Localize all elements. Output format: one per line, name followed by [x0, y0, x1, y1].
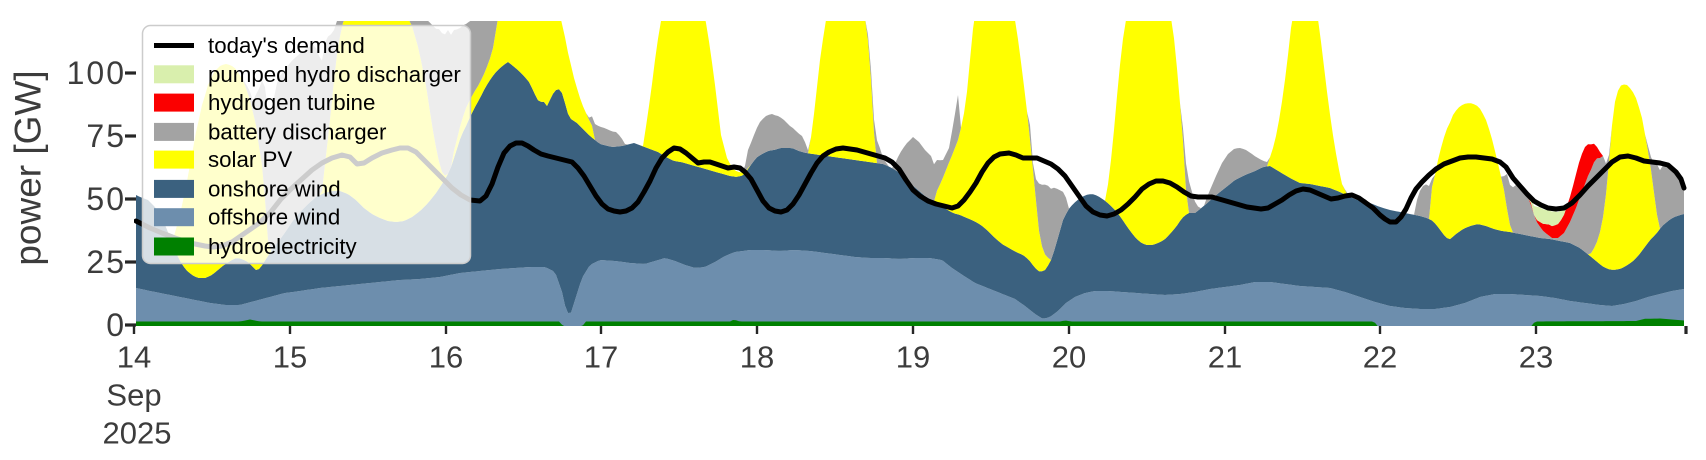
svg-text:battery discharger: battery discharger	[208, 119, 387, 144]
svg-text:0: 0	[106, 307, 126, 343]
svg-text:20: 20	[1052, 340, 1086, 375]
svg-text:today's demand: today's demand	[208, 33, 365, 58]
svg-text:Sep: Sep	[106, 378, 161, 413]
svg-text:hydroelectricity: hydroelectricity	[208, 234, 358, 259]
svg-text:17: 17	[584, 340, 618, 375]
svg-text:21: 21	[1208, 340, 1242, 375]
svg-text:75: 75	[86, 118, 126, 154]
svg-text:100: 100	[67, 55, 126, 91]
svg-text:50: 50	[86, 181, 126, 217]
svg-text:power [GW]: power [GW]	[8, 70, 49, 265]
svg-text:offshore wind: offshore wind	[208, 205, 340, 230]
svg-text:2025: 2025	[103, 416, 172, 451]
svg-text:solar PV: solar PV	[208, 147, 292, 172]
svg-text:25: 25	[86, 244, 126, 280]
svg-text:hydrogen turbine: hydrogen turbine	[208, 90, 375, 115]
svg-text:15: 15	[273, 340, 307, 375]
svg-text:16: 16	[429, 340, 463, 375]
svg-text:pumped hydro discharger: pumped hydro discharger	[208, 62, 461, 87]
svg-text:onshore wind: onshore wind	[208, 176, 341, 201]
svg-text:22: 22	[1363, 340, 1397, 375]
svg-text:23: 23	[1519, 340, 1553, 375]
svg-text:18: 18	[740, 340, 774, 375]
svg-text:14: 14	[117, 340, 151, 375]
svg-text:19: 19	[896, 340, 930, 375]
